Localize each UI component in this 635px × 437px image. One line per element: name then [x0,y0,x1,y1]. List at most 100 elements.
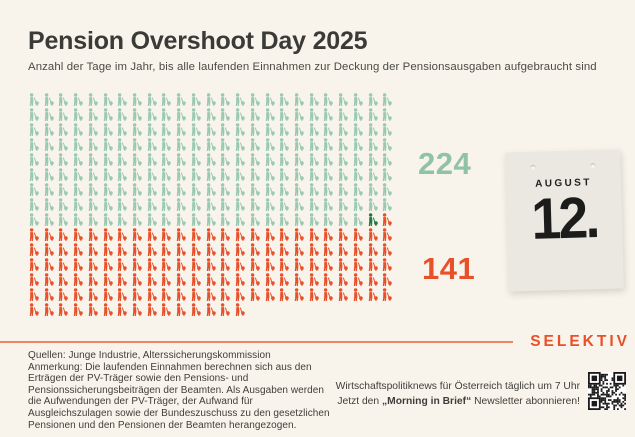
day-pensioner-icon [102,182,117,197]
day-pensioner-icon [219,167,234,182]
day-pensioner-icon [175,182,190,197]
day-pensioner-icon [381,272,396,287]
day-pensioner-icon [293,137,308,152]
day-pensioner-icon [367,197,382,212]
day-pensioner-icon [264,227,279,242]
day-pensioner-icon [381,122,396,137]
note-line: Anmerkung: Die laufenden Einnahmen berec… [28,361,330,431]
day-pensioner-icon [367,287,382,302]
day-pensioner-icon [116,92,131,107]
day-pensioner-icon [190,152,205,167]
day-pensioner-icon [102,287,117,302]
day-pensioner-icon [381,152,396,167]
day-pensioner-icon [175,257,190,272]
day-pensioner-icon [278,92,293,107]
day-pensioner-icon [322,287,337,302]
day-pensioner-icon [205,197,220,212]
day-pensioner-icon [160,227,175,242]
day-pensioner-icon [116,242,131,257]
day-pensioner-icon [337,122,352,137]
day-pensioner-icon [293,227,308,242]
day-pensioner-icon [28,272,43,287]
day-pensioner-icon [102,257,117,272]
day-pensioner-icon [249,92,264,107]
day-pensioner-icon [43,182,58,197]
day-pensioner-icon [219,152,234,167]
day-pensioner-icon [43,137,58,152]
newsletter-line2-prefix: Jetzt den [337,396,382,407]
day-pensioner-icon [131,182,146,197]
day-pensioner-icon [87,302,102,317]
day-pensioner-icon [381,227,396,242]
day-pensioner-icon [352,167,367,182]
day-pensioner-icon [293,197,308,212]
day-pensioner-icon [72,242,87,257]
day-pensioner-icon [160,152,175,167]
day-pensioner-icon [249,197,264,212]
day-pensioner-icon [72,182,87,197]
day-pensioner-icon [293,287,308,302]
calendar-punch-hole-right [590,163,596,169]
day-pensioner-icon [337,137,352,152]
day-pensioner-icon [249,152,264,167]
day-pensioner-icon [367,272,382,287]
sources-note-block: Quellen: Junge Industrie, Alterssicherun… [28,350,330,431]
day-pensioner-icon [175,242,190,257]
day-pensioner-icon [190,257,205,272]
day-pensioner-icon [337,167,352,182]
day-pensioner-icon [205,92,220,107]
day-pensioner-icon [116,137,131,152]
day-pensioner-icon [72,212,87,227]
day-pensioner-icon [57,137,72,152]
day-pensioner-icon [234,92,249,107]
day-pensioner-icon [72,197,87,212]
day-pensioner-icon [219,227,234,242]
day-pensioner-icon [352,242,367,257]
day-pensioner-icon [264,242,279,257]
day-pensioner-icon [87,272,102,287]
day-pensioner-icon [43,302,58,317]
day-pensioner-icon [234,197,249,212]
calendar-day-label: 12. [530,185,599,252]
day-pensioner-icon [57,287,72,302]
day-pensioner-icon [322,272,337,287]
day-pensioner-icon [87,107,102,122]
day-pensioner-icon [219,287,234,302]
day-pensioner-icon [131,257,146,272]
day-pensioner-icon [234,257,249,272]
day-pensioner-icon [219,197,234,212]
day-pensioner-icon [102,152,117,167]
day-pensioner-icon [308,197,323,212]
day-pensioner-icon [219,137,234,152]
day-pensioner-icon [367,242,382,257]
day-pensioner-icon [249,122,264,137]
day-pensioner-icon [28,242,43,257]
day-pensioner-icon [337,272,352,287]
day-pensioner-icon [146,92,161,107]
day-pensioner-icon [278,137,293,152]
day-pensioner-icon [43,227,58,242]
day-pensioner-icon [160,302,175,317]
day-pensioner-icon [116,272,131,287]
day-pensioner-icon [278,272,293,287]
day-pensioner-icon [249,107,264,122]
day-pensioner-icon [352,152,367,167]
day-pensioner-icon [190,137,205,152]
day-pensioner-icon [219,302,234,317]
day-pensioner-icon [28,302,43,317]
day-pensioner-icon [264,212,279,227]
day-pensioner-icon [160,137,175,152]
day-pensioner-icon [72,122,87,137]
day-pensioner-icon [87,242,102,257]
day-pensioner-icon [278,242,293,257]
day-pensioner-icon [234,287,249,302]
day-pensioner-icon [146,197,161,212]
day-pensioner-icon [219,212,234,227]
day-pensioner-icon [190,212,205,227]
selektiv-logo: SELEKTIV [530,333,630,350]
day-pensioner-icon [381,167,396,182]
day-pensioner-icon [57,107,72,122]
day-pensioner-icon [367,182,382,197]
day-pensioner-icon [264,182,279,197]
day-pensioner-icon [43,152,58,167]
